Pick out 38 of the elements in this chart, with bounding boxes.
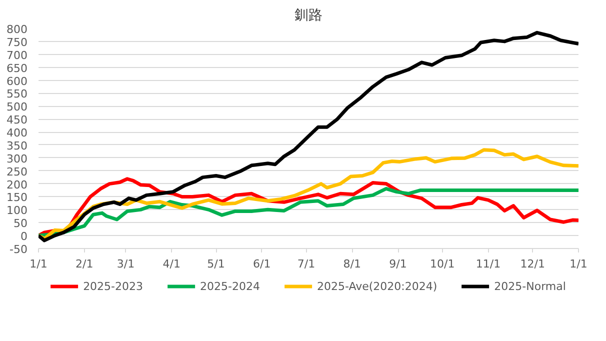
y-tick-label: 650 [6, 62, 28, 75]
x-tick-label: 5/1 [207, 258, 225, 270]
x-tick-label: 3/1 [116, 258, 135, 270]
y-tick-label: 800 [6, 23, 28, 36]
x-tick-label: 10/1 [430, 258, 455, 270]
line-series [38, 30, 578, 242]
y-tick-label: 550 [6, 88, 28, 101]
x-tick-label: 9/1 [389, 258, 407, 270]
y-tick-label: 50 [14, 217, 28, 230]
y-tick-label: 200 [6, 178, 28, 192]
x-tick-label: 2/1 [76, 258, 94, 270]
y-tick-label: 250 [6, 165, 28, 178]
y-tick-label: 600 [6, 74, 28, 88]
y-tick-label: -50 [10, 243, 28, 256]
line-series [38, 186, 578, 238]
x-tick-label: 1/1 [30, 258, 48, 270]
y-tick-label: 400 [6, 126, 28, 140]
y-tick-label: 150 [6, 191, 28, 204]
x-tick-label: 11/1 [476, 258, 501, 270]
x-tick-label: 12/1 [520, 258, 545, 270]
x-tick-label: 8/1 [343, 258, 361, 270]
y-tick-label: 500 [6, 100, 28, 114]
y-tick-label: 450 [6, 114, 28, 127]
y-tick-label: 700 [6, 48, 28, 62]
y-tick-label: 0 [20, 230, 28, 244]
y-tick-label: 300 [6, 152, 28, 166]
x-tick-label: 7/1 [297, 258, 316, 270]
legend-label: 2025-2023 [83, 280, 144, 292]
x-tick-label: 4/1 [162, 258, 180, 270]
x-tick-label: 1/1 [570, 258, 588, 270]
y-tick-label: 350 [6, 139, 28, 152]
legend-label: 2025-Normal [494, 280, 566, 292]
x-tick-label: 6/1 [253, 258, 271, 270]
chart-title: 釧路 [294, 8, 322, 24]
y-tick-label: 750 [6, 36, 28, 49]
legend-label: 2025-Ave(2020:2024) [317, 280, 438, 292]
y-tick-label: 100 [6, 204, 28, 218]
legend-label: 2025-2024 [200, 280, 260, 292]
